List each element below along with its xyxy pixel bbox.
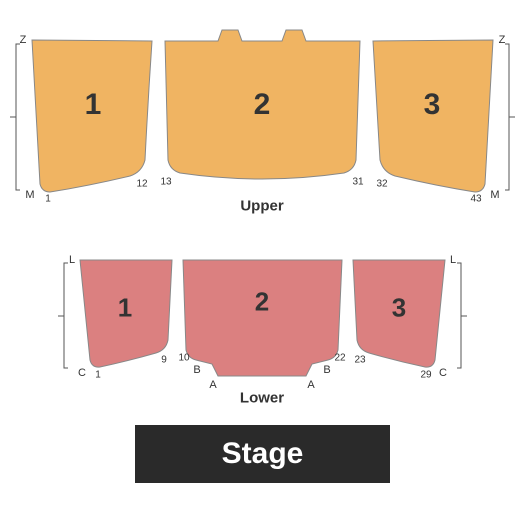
seat-number: 1 <box>95 370 101 381</box>
seat-number: 43 <box>470 194 481 205</box>
row-bracket <box>505 44 515 190</box>
row-label: L <box>69 254 75 266</box>
section-number: 3 <box>424 88 441 122</box>
stage-label: Stage <box>222 437 304 471</box>
tier-label: Upper <box>240 198 283 215</box>
section-number: 1 <box>118 293 132 324</box>
row-label: A <box>209 379 216 391</box>
row-label: M <box>490 189 499 201</box>
row-label: L <box>450 254 456 266</box>
row-label: M <box>25 189 34 201</box>
row-label: C <box>78 367 86 379</box>
section-shape[interactable] <box>183 260 342 376</box>
seat-number: 13 <box>160 177 171 188</box>
section-number: 2 <box>255 287 269 318</box>
seat-number: 31 <box>352 177 363 188</box>
stage: Stage <box>135 425 390 483</box>
row-label: B <box>193 364 200 376</box>
seat-number: 1 <box>45 194 51 205</box>
seat-number: 10 <box>178 353 189 364</box>
section-number: 3 <box>392 293 406 324</box>
tier-label: Lower <box>240 390 284 407</box>
row-label: Z <box>499 34 506 46</box>
seat-number: 23 <box>354 355 365 366</box>
row-label: C <box>439 367 447 379</box>
row-bracket <box>58 263 68 368</box>
seat-number: 22 <box>334 353 345 364</box>
seat-number: 32 <box>376 179 387 190</box>
seat-number: 12 <box>136 179 147 190</box>
row-label: Z <box>20 34 27 46</box>
seat-number: 9 <box>161 355 167 366</box>
row-label: B <box>323 364 330 376</box>
row-bracket <box>457 263 467 368</box>
row-bracket <box>10 44 20 190</box>
section-number: 1 <box>85 88 102 122</box>
seat-number: 29 <box>420 370 431 381</box>
seating-chart: 123ZZMM11213313243Upper123LLCCBBAA191022… <box>0 0 525 525</box>
row-label: A <box>307 379 314 391</box>
section-number: 2 <box>254 88 271 122</box>
